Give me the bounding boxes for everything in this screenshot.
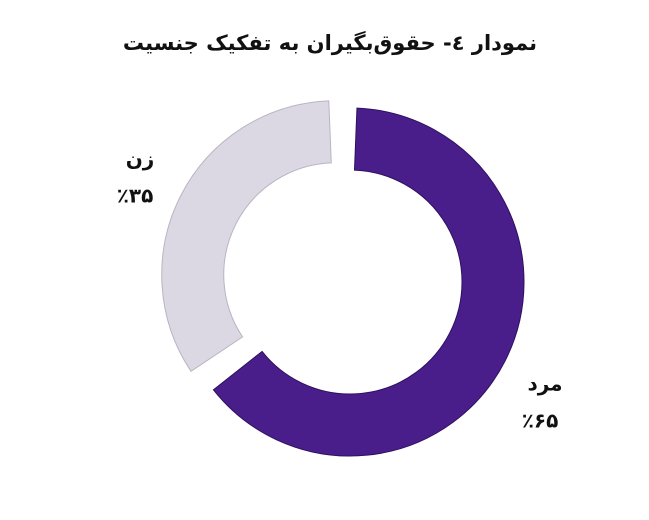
category-label: زن <box>126 147 155 171</box>
value-label: ٪۳۵ <box>117 184 154 208</box>
category-label: مرد <box>527 372 562 396</box>
donut-slice <box>161 100 332 372</box>
value-label: ٪۶۵ <box>522 409 559 433</box>
donut-slice <box>212 107 525 457</box>
chart-title: نمودار ٤- حقوق‌بگیران به تفکیک جنسیت <box>123 30 537 55</box>
